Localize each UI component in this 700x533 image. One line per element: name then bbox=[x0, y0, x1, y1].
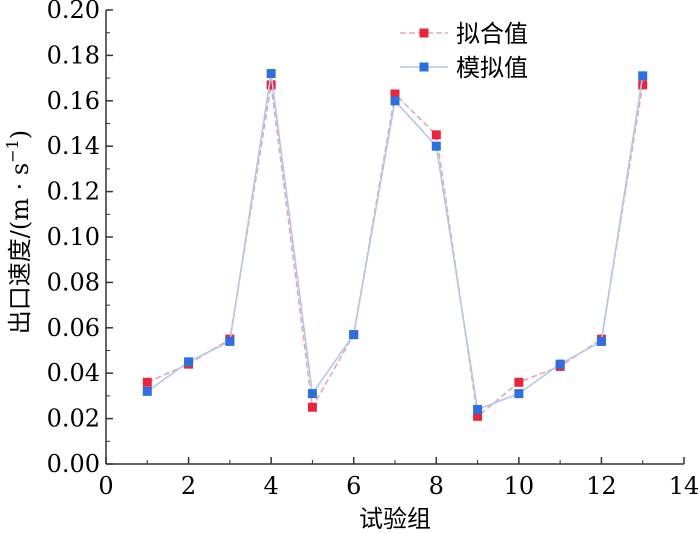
data-point bbox=[473, 411, 483, 421]
data-point bbox=[514, 389, 524, 399]
data-point bbox=[596, 336, 606, 346]
y-tick-label: 0.18 bbox=[47, 41, 100, 69]
data-point bbox=[473, 405, 483, 415]
legend-label: 拟合值 bbox=[456, 20, 528, 48]
legend-marker bbox=[419, 28, 429, 38]
x-tick-label: 2 bbox=[181, 472, 196, 500]
y-axis-title-exponent: −1 bbox=[3, 139, 22, 163]
series-1 bbox=[142, 80, 648, 421]
data-point bbox=[142, 386, 152, 396]
legend-marker bbox=[419, 62, 429, 72]
x-axis-title: 试验组 bbox=[359, 505, 431, 533]
data-point bbox=[349, 330, 359, 340]
data-point bbox=[638, 71, 648, 81]
x-tick-label: 10 bbox=[504, 472, 535, 500]
y-tick-label: 0.16 bbox=[47, 87, 100, 115]
legend-item: 模拟值 bbox=[400, 54, 528, 82]
y-tick-label: 0.20 bbox=[47, 0, 100, 24]
series-layer bbox=[142, 69, 648, 421]
x-tick-label: 12 bbox=[586, 472, 617, 500]
y-axis-title-close: ) bbox=[6, 130, 34, 139]
data-point bbox=[431, 141, 441, 151]
data-point bbox=[514, 377, 524, 387]
y-tick-label: 0.12 bbox=[47, 178, 100, 206]
legend-item: 拟合值 bbox=[400, 20, 528, 48]
y-tick-label: 0.02 bbox=[47, 405, 100, 433]
data-point bbox=[307, 389, 317, 399]
x-tick-label: 6 bbox=[346, 472, 361, 500]
y-tick-label: 0.14 bbox=[47, 132, 100, 160]
y-tick-label: 0.10 bbox=[47, 223, 100, 251]
x-tick-label: 0 bbox=[98, 472, 113, 500]
data-point bbox=[431, 130, 441, 140]
data-point bbox=[638, 80, 648, 90]
axes: 0 2 4 6 8 10 12 14 0.00 0.02 0.04 0.06 0.08 0.10 0.12 0… bbox=[47, 0, 700, 500]
data-point bbox=[307, 402, 317, 412]
data-point bbox=[390, 89, 400, 99]
series-2 bbox=[142, 69, 648, 415]
series-line bbox=[146, 84, 644, 418]
x-tick-label: 14 bbox=[669, 472, 700, 500]
data-point bbox=[266, 80, 276, 90]
series-line bbox=[146, 73, 644, 411]
x-tick-label: 8 bbox=[429, 472, 444, 500]
y-tick-label: 0.08 bbox=[47, 268, 100, 296]
y-tick-label: 0.00 bbox=[47, 450, 100, 478]
y-axis-title-main: 出口速度/(m · s bbox=[6, 163, 34, 334]
data-point bbox=[142, 377, 152, 387]
data-point bbox=[266, 69, 276, 79]
y-tick-label: 0.06 bbox=[47, 314, 100, 342]
data-point bbox=[390, 96, 400, 106]
data-point bbox=[184, 357, 194, 367]
y-axis-title: 出口速度/(m · s−1) bbox=[3, 130, 34, 334]
y-tick-label: 0.04 bbox=[47, 359, 100, 387]
x-tick-label: 4 bbox=[264, 472, 279, 500]
data-point bbox=[555, 359, 565, 369]
legend-label: 模拟值 bbox=[456, 54, 528, 82]
data-point bbox=[225, 336, 235, 346]
